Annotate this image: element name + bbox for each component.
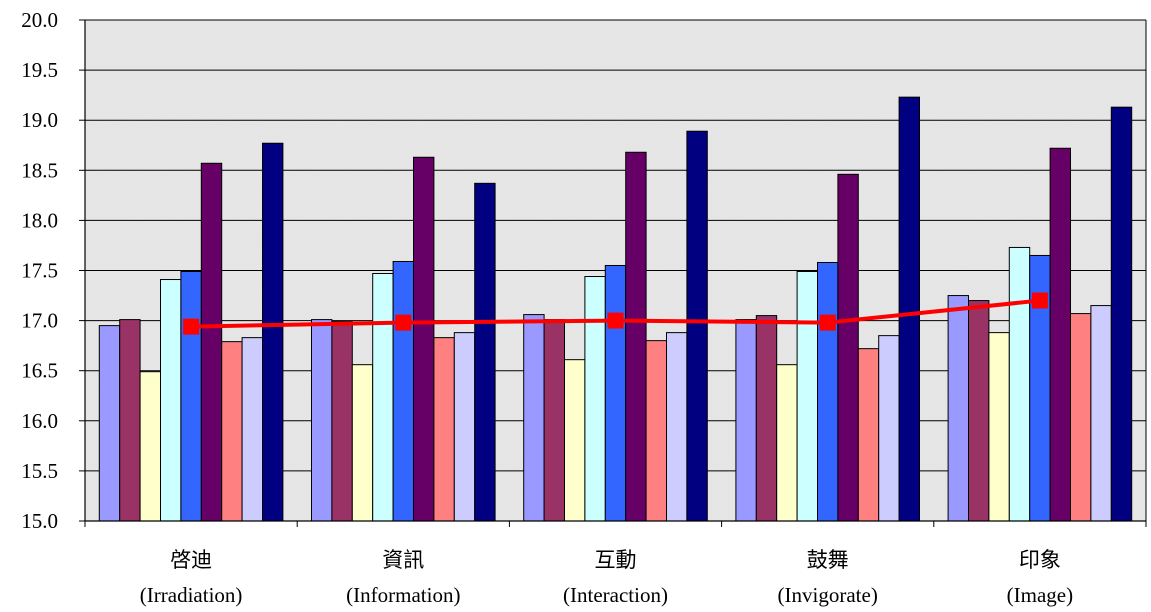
y-tick-label: 17.0 [21,309,58,333]
bar-series-4-cat-3 [584,276,606,522]
y-axis: 15.0 15.5 16.0 16.5 17.0 17.5 18.0 18.5 19.0 19.5… [21,8,1147,533]
bar-series-8-cat-4 [878,335,900,522]
y-tick-label: 18.0 [21,208,58,232]
bar-series-7-cat-3 [645,340,667,522]
bar-series-3-cat-1 [139,371,162,522]
bar-series-2-cat-3 [543,319,565,522]
bar-series-4-cat-2 [372,273,394,522]
y-tick-label: 20.0 [21,8,58,32]
bar-series-7-cat-1 [221,341,243,522]
bar-series-6-cat-1 [200,162,223,522]
y-tick-label: 15.0 [21,509,58,533]
bar-series-1-cat-5 [947,295,969,522]
average-line-point-2 [395,314,412,331]
category-label-en: (Irradiation) [140,583,243,607]
bar-series-6-cat-4 [837,173,859,522]
bar-series-8-cat-1 [241,337,264,522]
y-tick-label: 16.0 [21,409,58,433]
bar-series-7-cat-5 [1070,313,1092,522]
bar-series-1-cat-2 [311,319,333,522]
bar-series-5-cat-1 [180,271,202,522]
bar-series-5-cat-3 [604,264,627,522]
bar-series-8-cat-2 [453,332,476,522]
y-tick-label: 18.5 [21,158,58,182]
bar-series-9-cat-1 [262,142,284,522]
category-label-zh: 印象 [1019,548,1061,572]
bar-series-2-cat-1 [119,319,141,522]
category-label-zh: 資訊 [382,548,424,572]
bar-series-5-cat-2 [392,260,415,522]
category-label-zh: 啓迪 [170,548,212,572]
category-label-en: (Invigorate) [778,583,878,607]
average-line-point-1 [183,318,200,335]
bar-series-6-cat-3 [625,151,647,522]
bar-series-2-cat-2 [331,321,353,522]
y-tick-label: 19.0 [21,108,58,132]
bar-series-4-cat-5 [1008,246,1031,522]
bar-series-8-cat-3 [666,332,688,522]
bar-series-9-cat-5 [1110,106,1133,522]
bar-series-2-cat-4 [755,315,778,522]
bar-series-7-cat-2 [433,337,455,522]
category-label-en: (Image) [1007,583,1073,607]
average-line-point-3 [607,312,624,329]
y-tick-label: 19.5 [21,58,58,82]
average-line-point-4 [819,314,836,331]
bar-series-8-cat-5 [1090,305,1112,522]
bar-series-3-cat-2 [351,364,374,522]
bar-series-3-cat-4 [776,364,798,522]
bar-series-4-cat-4 [796,271,818,522]
bar-series-3-cat-3 [564,359,586,522]
y-tick-label: 16.5 [21,359,58,383]
category-label-zh: 互動 [595,548,637,572]
bar-series-3-cat-5 [988,332,1010,522]
average-line-point-5 [1031,292,1048,309]
bar-series-4-cat-1 [160,279,182,522]
bar-series-9-cat-4 [898,96,920,522]
bar-series-2-cat-5 [968,300,990,522]
bar-series-1-cat-3 [523,314,545,522]
x-axis: 啓迪 (Irradiation) 資訊 (Information) 互動 (Interac… [84,520,1147,607]
bar-series-1-cat-1 [98,325,121,522]
bar-series-6-cat-2 [413,156,435,522]
bar-series-9-cat-2 [474,182,496,522]
y-tick-label: 15.5 [21,459,58,483]
bar-series-9-cat-3 [686,130,708,522]
category-label-en: (Interaction) [563,583,668,607]
category-label-zh: 鼓舞 [807,548,849,572]
bar-series-7-cat-4 [857,348,880,522]
bar-series-5-cat-4 [817,261,839,522]
average-line [183,292,1048,335]
y-tick-label: 17.5 [21,259,58,283]
bar-series-1-cat-4 [735,319,757,522]
bar-series-6-cat-5 [1049,147,1071,522]
category-label-en: (Information) [346,583,460,607]
